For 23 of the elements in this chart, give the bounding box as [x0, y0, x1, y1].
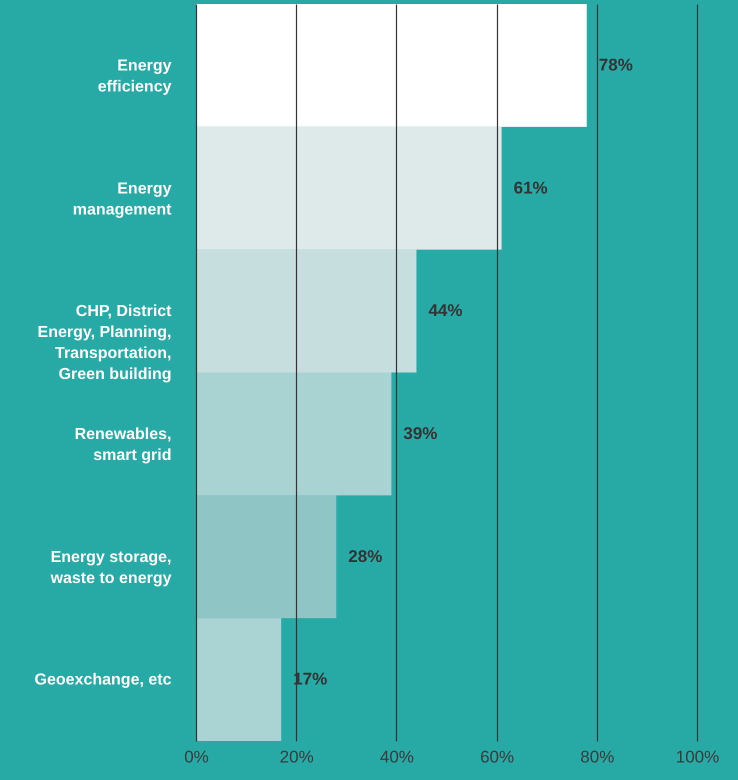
y-tick-label: Geoexchange, etc — [34, 672, 172, 689]
bar — [196, 250, 416, 372]
x-tick-label: 40% — [380, 748, 414, 766]
x-tick-label: 20% — [280, 748, 314, 766]
bar — [196, 618, 282, 741]
y-tick-label: Energy efficiency — [98, 57, 172, 96]
x-tick-label: 100% — [676, 748, 720, 766]
bar — [196, 4, 587, 127]
x-tick-label: 0% — [184, 748, 209, 766]
data-label: 39% — [403, 424, 438, 443]
data-label: 28% — [348, 546, 382, 566]
bar — [196, 495, 336, 618]
data-label: 78% — [598, 55, 633, 74]
data-label: 61% — [514, 178, 548, 198]
x-tick-label: 60% — [480, 748, 514, 766]
y-tick-label: CHP, District Energy, Planning, Transportation, Green building — [38, 303, 172, 384]
x-tick-label: 80% — [580, 748, 614, 766]
bar — [196, 372, 392, 496]
y-tick-label: Energy management — [72, 180, 172, 218]
y-tick-label: Energy storage, waste to energy — [50, 548, 172, 587]
y-tick-label: Renewables, smart grid — [74, 426, 172, 464]
bar — [196, 126, 502, 250]
data-label: 44% — [428, 301, 462, 320]
